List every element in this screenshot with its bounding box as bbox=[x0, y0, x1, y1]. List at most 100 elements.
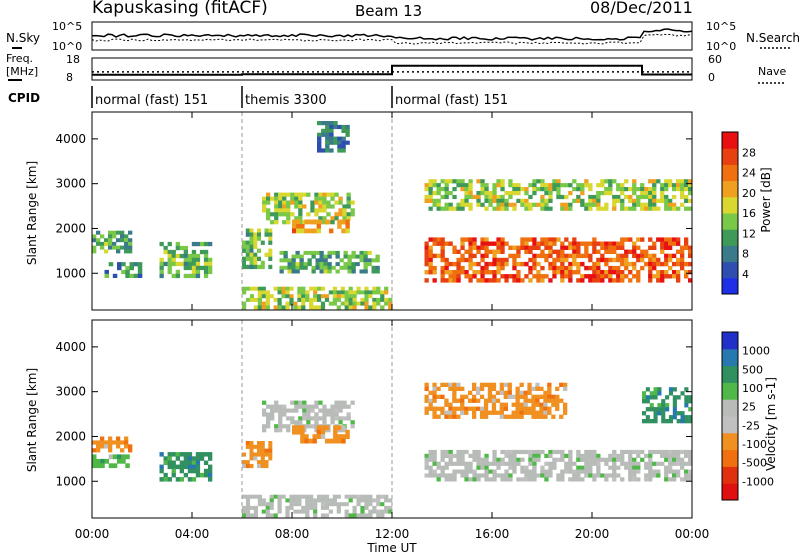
heatmap-cell bbox=[337, 144, 342, 149]
heatmap-cell bbox=[548, 249, 553, 254]
heatmap-cell bbox=[108, 448, 113, 453]
heatmap-cell bbox=[137, 269, 143, 275]
heatmap-cell bbox=[253, 505, 258, 510]
heatmap-cell bbox=[372, 498, 377, 503]
heatmap-cell bbox=[282, 192, 287, 197]
heatmap-cell bbox=[301, 290, 306, 295]
heatmap-cell bbox=[520, 477, 525, 482]
heatmap-cell bbox=[314, 212, 319, 217]
heatmap-cell bbox=[208, 257, 213, 263]
heatmap-cell bbox=[282, 220, 287, 225]
heatmap-cell bbox=[313, 294, 318, 299]
heatmap-cell bbox=[508, 453, 513, 458]
heatmap-cell bbox=[337, 224, 342, 229]
heatmap-cell bbox=[322, 412, 327, 417]
heatmap-cell bbox=[440, 270, 445, 275]
heatmap-cell bbox=[322, 192, 327, 197]
heatmap-cell bbox=[337, 136, 342, 141]
heatmap-cell bbox=[560, 257, 565, 263]
heatmap-cell bbox=[100, 444, 105, 449]
heatmap-cell bbox=[508, 477, 513, 482]
heatmap-cell bbox=[125, 269, 130, 275]
heatmap-cell bbox=[572, 187, 577, 192]
heatmap-cell bbox=[500, 457, 505, 462]
heatmap-cell bbox=[351, 262, 356, 267]
heatmap-cell bbox=[328, 301, 333, 306]
heatmap-cell bbox=[345, 224, 350, 229]
heatmap-cell bbox=[260, 264, 265, 270]
heatmap-cell bbox=[588, 241, 593, 246]
colorbar-swatch bbox=[722, 365, 738, 383]
heatmap-cell bbox=[320, 301, 326, 306]
heatmap-cell bbox=[604, 249, 609, 254]
heatmap-cell bbox=[472, 386, 477, 391]
heatmap-cell bbox=[328, 509, 333, 514]
heatmap-cell bbox=[460, 187, 465, 192]
heatmap-cell bbox=[163, 460, 168, 465]
heatmap-cell bbox=[532, 457, 537, 462]
heatmap-cell bbox=[499, 386, 504, 391]
heatmap-cell bbox=[672, 270, 677, 275]
heatmap-cell bbox=[440, 206, 445, 211]
heatmap-cell bbox=[268, 264, 273, 270]
heatmap-cell bbox=[648, 265, 653, 271]
heatmap-cell bbox=[257, 460, 261, 465]
heatmap-cell bbox=[313, 505, 318, 510]
heatmap-cell bbox=[564, 202, 569, 207]
heatmap-cell bbox=[278, 196, 283, 201]
heatmap-cell bbox=[367, 250, 372, 255]
heatmap-cell bbox=[245, 256, 250, 261]
heatmap-cell bbox=[496, 473, 501, 478]
heatmap-cell bbox=[260, 448, 265, 453]
heatmap-cell bbox=[264, 452, 269, 457]
heatmap-cell bbox=[452, 394, 457, 399]
heatmap-cell bbox=[676, 241, 681, 246]
heatmap-cell bbox=[329, 132, 334, 137]
heatmap-cell bbox=[476, 278, 481, 283]
heatmap-cell bbox=[665, 419, 670, 424]
heatmap-cell bbox=[588, 453, 593, 458]
heatmap-cell bbox=[492, 194, 497, 200]
heatmap-cell bbox=[456, 457, 461, 462]
heatmap-cell bbox=[279, 265, 284, 270]
heatmap-cell bbox=[676, 237, 681, 242]
heatmap-cell bbox=[432, 473, 437, 478]
heatmap-cell bbox=[187, 273, 193, 279]
heatmap-cell bbox=[500, 477, 505, 482]
heatmap-cell bbox=[644, 202, 649, 207]
heatmap-cell bbox=[286, 200, 291, 205]
heatmap-cell bbox=[125, 463, 130, 469]
heatmap-cell bbox=[535, 386, 540, 391]
heatmap-cell bbox=[348, 498, 353, 503]
heatmap-cell bbox=[424, 453, 429, 458]
heatmap-cell bbox=[167, 452, 172, 457]
heatmap-cell bbox=[672, 399, 677, 404]
heatmap-cell bbox=[305, 505, 310, 510]
heatmap-cell bbox=[318, 192, 323, 197]
heatmap-cell bbox=[596, 241, 601, 246]
heatmap-cell bbox=[266, 412, 271, 417]
heatmap-cell bbox=[552, 249, 557, 254]
heatmap-cell bbox=[117, 266, 122, 271]
heatmap-cell bbox=[440, 249, 445, 254]
heatmap-cell bbox=[128, 249, 133, 254]
heatmap-cell bbox=[600, 457, 605, 462]
heatmap-cell bbox=[684, 415, 689, 420]
heatmap-cell bbox=[520, 278, 525, 283]
heatmap-cell bbox=[332, 301, 337, 306]
heatmap-cell bbox=[245, 252, 250, 257]
heatmap-cell bbox=[684, 194, 689, 200]
heatmap-cell bbox=[612, 461, 617, 466]
heatmap-cell bbox=[524, 274, 529, 279]
heatmap-cell bbox=[428, 465, 433, 470]
heatmap-cell bbox=[512, 461, 517, 466]
heatmap-cell bbox=[242, 305, 247, 310]
heatmap-cell bbox=[495, 410, 501, 415]
heatmap-cell bbox=[476, 270, 481, 275]
heatmap-cell bbox=[484, 469, 489, 474]
heatmap-cell bbox=[324, 502, 330, 507]
heatmap-cell bbox=[108, 238, 113, 243]
heatmap-cell bbox=[524, 449, 529, 455]
noise-ytick-high-right: 10^5 bbox=[706, 20, 736, 33]
heatmap-cell bbox=[175, 464, 180, 470]
